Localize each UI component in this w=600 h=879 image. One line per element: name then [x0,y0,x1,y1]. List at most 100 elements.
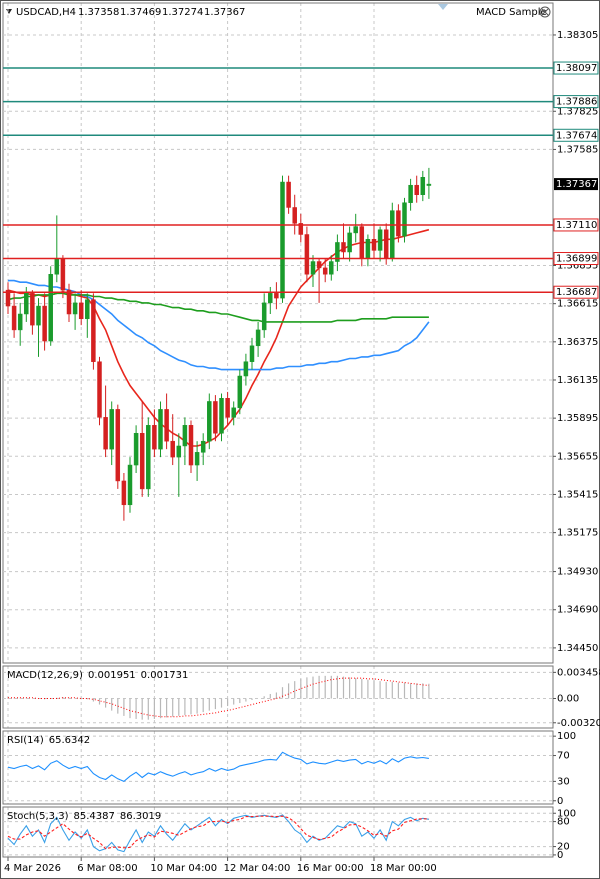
candle-body [304,234,310,275]
candle-body [390,210,395,259]
y-tick-label: 1.35415 [557,489,598,500]
y-tick-label: 80 [557,817,570,828]
candle-body [54,258,60,275]
indicator-title: Stoch(5,3,3) [7,811,69,822]
candle-body [335,242,340,262]
candle-body [30,293,35,326]
candle-body [194,452,200,466]
price-level-tag [553,61,599,75]
candle-body [200,440,206,453]
panel [2,806,554,858]
candle-body [274,293,279,299]
ohlc-value: 1.37469 [120,7,161,18]
price-level-tag [553,95,599,109]
candle-body [286,181,291,208]
candle-body [5,289,11,307]
indicator-title: RSI(14) [7,735,44,746]
candle-body [396,210,401,237]
candle-body [329,261,334,275]
candle-body [188,425,194,466]
candle-body [60,258,66,291]
expert-close[interactable] [539,6,551,18]
candle-body [127,464,133,506]
panel [2,730,554,805]
candle-body [109,409,114,450]
candle-body [97,361,102,418]
candle-body [72,302,78,315]
candle-body [42,305,47,342]
y-tick-label: 1.35895 [557,413,598,424]
expert-name: MACD Sample [476,7,547,18]
candle-body [17,313,23,331]
y-tick-label: 1.36855 [557,261,598,272]
candle-body [176,445,182,458]
x-tick-label: 12 Mar 04:00 [224,863,291,874]
candle-body [133,432,139,466]
moving-average [7,228,430,447]
candle-body [36,305,41,326]
candle-body [359,226,365,259]
candle-body [24,293,29,315]
y-tick-label: 1.36135 [557,375,598,386]
current-price-tag [554,178,598,191]
y-tick-label: 0 [557,796,563,807]
indicator-value: 65.6342 [49,735,90,746]
candle-body [115,409,121,482]
candle-body [170,440,175,458]
candle-body [377,229,383,251]
candle-body [182,425,188,447]
candle-body [402,202,407,237]
y-tick-label: 100 [557,731,576,742]
chart-title: USDCAD,H4 [16,7,76,18]
price-level-label: 1.36899 [556,254,597,265]
y-tick-label: 1.38305 [557,30,598,41]
candle-body [341,242,346,253]
candle-body [152,425,157,450]
candle-body [383,229,389,259]
y-tick-label: 0.003458 [557,667,600,678]
candle-body [231,407,236,418]
candle-body [347,232,352,253]
candle-body [292,207,297,224]
candle-body [237,375,243,409]
y-tick-label: 1.34450 [557,643,598,654]
x-tick-label: 4 Mar 2026 [4,863,61,874]
y-tick-label: 1.37585 [557,144,598,155]
y-tick-label: 1.35175 [557,528,598,539]
current-price-label: 1.37367 [556,179,597,190]
candle-body [78,302,84,320]
x-tick-label: 18 Mar 00:00 [370,863,437,874]
candle-body [249,345,255,362]
candle-body [219,398,224,434]
indicator-value: 0.001951 [88,670,136,681]
candle-body [66,289,72,315]
candle-body [243,361,249,377]
price-level-label: 1.37674 [556,130,597,141]
candle-body [85,299,90,320]
candle-body [353,226,358,234]
candle-body [103,417,108,450]
ohlc-value: 1.37274 [162,7,203,18]
candle-body [121,480,127,506]
candle-body [316,261,322,269]
candle-body [420,177,426,196]
y-tick-label: 1.36375 [557,337,598,348]
y-tick-label: 1.35655 [557,451,598,462]
candle-body [365,239,371,259]
candle-body [426,183,432,186]
y-tick-label: 1.37825 [557,106,598,117]
candle-body [280,181,285,299]
ohlc-value: 1.37367 [204,7,245,18]
moving-average [8,279,430,371]
price-level-label: 1.37886 [556,97,597,108]
candle-body [139,432,145,490]
y-tick-label: 1.34930 [557,567,598,578]
candle-body [213,401,218,434]
y-tick-label: -0.003209 [557,718,600,729]
x-tick-label: 16 Mar 00:00 [297,863,364,874]
expert-close-x[interactable] [541,8,549,16]
indicator-value: 85.4387 [73,811,114,822]
candle-body [322,267,328,275]
scroll-marker[interactable] [438,4,448,10]
